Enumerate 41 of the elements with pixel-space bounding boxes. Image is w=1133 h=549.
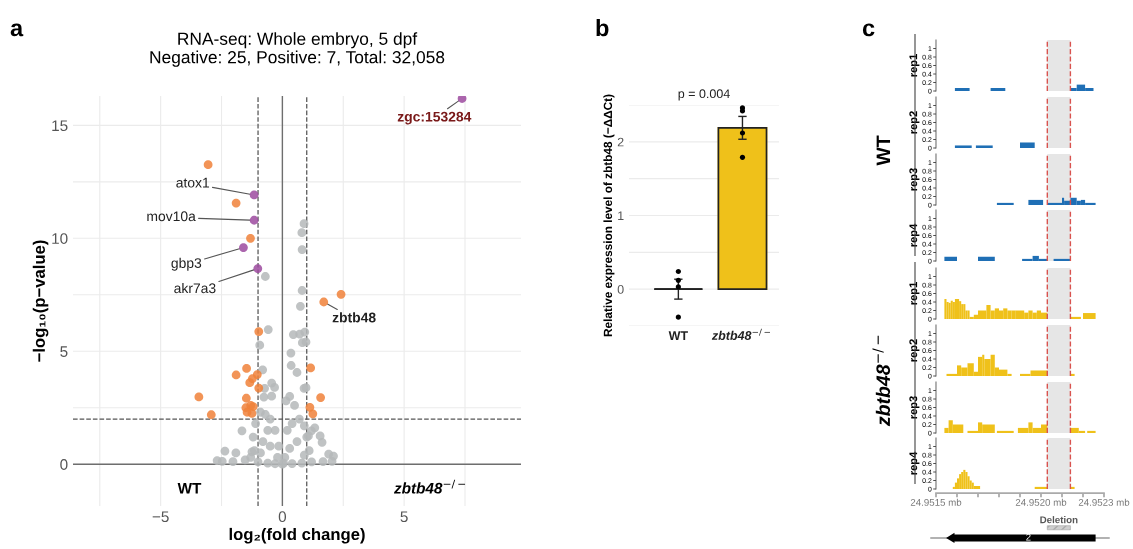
text: 2 <box>1026 533 1031 541</box>
annotation: mov10a <box>147 211 196 222</box>
x-tick-label: −5 <box>152 511 169 523</box>
y-axis-title: rep1 <box>909 54 920 77</box>
y-tick-label: 0 <box>617 284 624 294</box>
y-axis-title: −log₁₀(p−value) <box>32 240 49 362</box>
chart-subtitle: Negative: 25, Positive: 7, Total: 32,058 <box>150 50 445 67</box>
annotation: atox1 <box>176 177 210 188</box>
y-axis-title: rep1 <box>909 282 920 305</box>
text: p = 0.004 <box>678 89 730 101</box>
y-tick-label: 15 <box>52 120 68 132</box>
y-axis-title: rep2 <box>909 339 920 362</box>
text: c <box>862 23 875 37</box>
y-axis-title: rep4 <box>909 223 920 247</box>
y-tick-label: 0 <box>60 459 68 470</box>
y-axis-title: rep3 <box>909 168 920 191</box>
annotation: akr7a3 <box>174 282 216 294</box>
annotation: zbtb48$^{−/−}$ <box>393 479 466 494</box>
x-axis-title: log₂(fold change) <box>229 527 365 544</box>
x-tick-label: 0 <box>278 511 287 523</box>
y-tick-label: 10 <box>52 233 68 244</box>
y-axis-title: rep2 <box>909 111 920 134</box>
annotation: WT <box>177 483 202 494</box>
x-tick-label: 24.9520 mb <box>1015 498 1067 506</box>
x-tick-label: 5 <box>400 511 408 523</box>
text: b <box>596 19 609 37</box>
text: WT <box>876 135 891 166</box>
chart-title: RNA-seq: Whole embryo, 5 dpf <box>178 32 418 49</box>
text: a <box>10 23 24 37</box>
annotation: zbtb48 <box>332 312 376 323</box>
x-tick-label: 24.9523 mb <box>1078 498 1130 506</box>
y-axis-title: Relative expression level of zbtb48 (−ΔΔCt) <box>603 94 615 337</box>
band-label: Deletion <box>1040 516 1078 524</box>
y-axis-title: rep3 <box>909 396 920 419</box>
x-tick-label: 24.9515 mb <box>910 498 962 506</box>
y-tick-label: 1 <box>618 211 624 221</box>
annotation: zgc:153284 <box>397 111 472 125</box>
y-tick-label: 2 <box>617 137 624 147</box>
y-tick-label: 5 <box>60 346 68 357</box>
annotation: gbp3 <box>171 257 202 271</box>
y-axis-title: rep4 <box>909 451 920 475</box>
